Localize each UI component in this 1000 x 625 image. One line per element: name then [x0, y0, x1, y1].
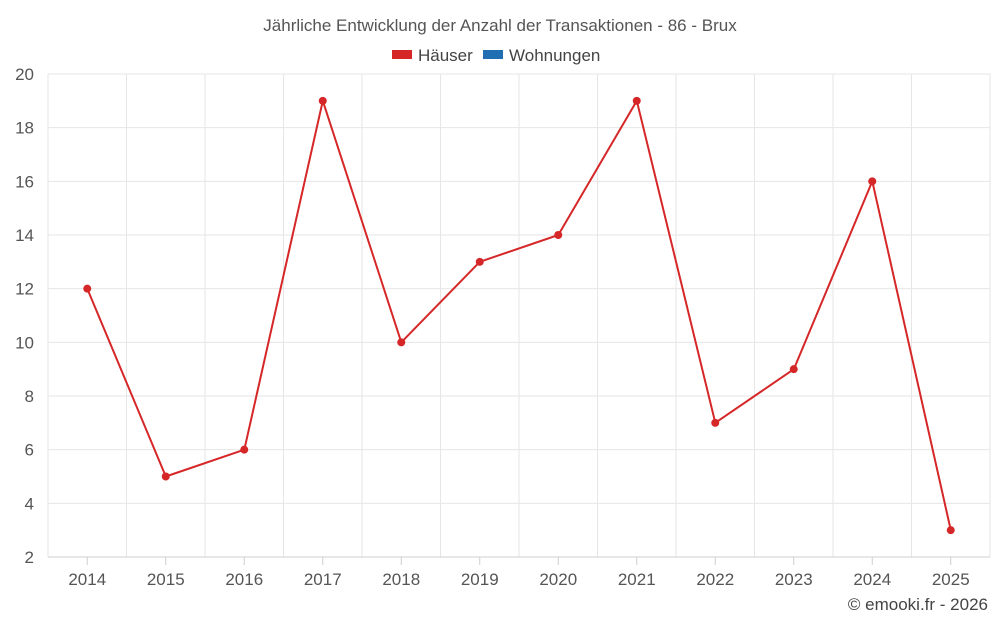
x-gridlines — [47, 74, 991, 557]
data-point[interactable] — [789, 365, 798, 374]
x-tick-label: 2019 — [461, 570, 499, 589]
credit-text: © emooki.fr - 2026 — [848, 595, 988, 614]
y-tick-label: 20 — [15, 65, 34, 84]
y-tick-label: 14 — [15, 226, 34, 245]
data-point[interactable] — [711, 418, 720, 427]
x-tick-label: 2020 — [539, 570, 577, 589]
x-tick-label: 2017 — [304, 570, 342, 589]
y-tick-label: 10 — [15, 333, 34, 352]
legend-swatch-apartments — [483, 50, 503, 59]
y-tick-label: 8 — [25, 387, 34, 406]
x-tick-label: 2016 — [225, 570, 263, 589]
data-point[interactable] — [946, 526, 955, 535]
data-point[interactable] — [83, 284, 92, 293]
data-point[interactable] — [868, 177, 877, 186]
y-tick-label: 12 — [15, 280, 34, 299]
legend-swatch-houses — [392, 50, 412, 59]
x-tick-label: 2021 — [618, 570, 656, 589]
series-points — [83, 96, 955, 535]
series-lines — [86, 99, 952, 531]
data-point[interactable] — [475, 257, 484, 266]
legend: Häuser Wohnungen — [392, 46, 600, 65]
x-tick-label: 2024 — [853, 570, 891, 589]
x-tick-label: 2018 — [382, 570, 420, 589]
y-tick-label: 18 — [15, 119, 34, 138]
data-point[interactable] — [632, 96, 641, 105]
y-tick-label: 6 — [25, 441, 34, 460]
data-point[interactable] — [318, 96, 327, 105]
legend-label-houses[interactable]: Häuser — [418, 46, 473, 65]
series-line-0 — [86, 99, 952, 531]
chart-title: Jährliche Entwicklung der Anzahl der Tra… — [263, 16, 737, 35]
y-tick-label: 2 — [25, 548, 34, 567]
data-point[interactable] — [554, 231, 563, 239]
y-axis-tick-labels: 2 4 6 8 10 12 14 16 18 20 — [15, 65, 34, 567]
data-point[interactable] — [397, 338, 406, 347]
x-tick-label: 2014 — [68, 570, 106, 589]
x-axis-tick-labels: 2014 2015 2016 2017 2018 2019 2020 2021 2022 2023… — [68, 557, 970, 589]
legend-label-apartments[interactable]: Wohnungen — [509, 46, 600, 65]
y-tick-label: 16 — [15, 172, 34, 191]
x-tick-label: 2025 — [932, 570, 970, 589]
x-tick-label: 2015 — [147, 570, 185, 589]
x-tick-label: 2023 — [775, 570, 813, 589]
data-point[interactable] — [161, 472, 170, 481]
data-point[interactable] — [240, 445, 249, 454]
y-tick-label: 4 — [25, 494, 34, 513]
x-tick-label: 2022 — [696, 570, 734, 589]
